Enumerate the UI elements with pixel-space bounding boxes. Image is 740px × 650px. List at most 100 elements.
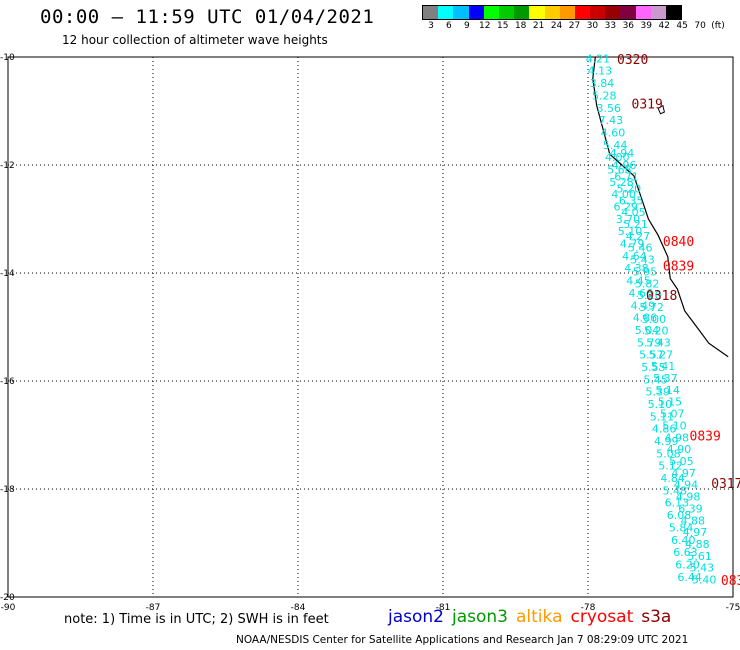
wave-height-value: 5.61 xyxy=(687,550,712,563)
wave-height-value: 5.11 xyxy=(650,410,675,423)
wave-height-value: 4.94 xyxy=(674,479,699,492)
page-subtitle: 12 hour collection of altimeter wave hei… xyxy=(62,33,328,47)
wave-height-value: 4.98 xyxy=(665,431,690,444)
wave-height-value: 5.14 xyxy=(655,384,680,397)
wave-height-value: 4.86 xyxy=(633,312,658,325)
wave-height-value: 5.12 xyxy=(658,460,683,473)
wave-height-value: 4.27 xyxy=(626,230,651,243)
legend-label: 45 xyxy=(676,21,688,31)
wave-height-value: 4.99 xyxy=(654,435,679,448)
wave-height-value: 5.15 xyxy=(658,396,683,409)
wave-height-value: 5.05 xyxy=(669,455,694,468)
legend-swatch xyxy=(650,6,666,19)
legend-label: 24 xyxy=(550,21,563,31)
legend-swatch xyxy=(590,6,606,19)
wave-height-value: 4.86 xyxy=(652,423,677,436)
wave-height-value: 3.56 xyxy=(597,102,622,115)
wave-height-value: 6.40 xyxy=(671,534,696,547)
legend-swatch xyxy=(544,6,560,19)
legend-swatch xyxy=(559,6,575,19)
wave-height-value: 5.07 xyxy=(660,408,685,421)
footer-note: note: 1) Time is in UTC; 2) SWH is in fe… xyxy=(64,612,329,627)
longitude-tick-labels: -90 -87 -84 -81 -78 -75 xyxy=(1,603,740,613)
latitude-tick: -14 xyxy=(0,269,15,279)
wave-height-value: 5.48 xyxy=(663,484,688,497)
island-outline xyxy=(657,104,665,115)
wave-height-value: 4.98 xyxy=(676,491,701,504)
map-grid xyxy=(7,56,734,598)
wave-height-value: 4.90 xyxy=(667,443,692,456)
longitude-tick: -78 xyxy=(581,603,596,613)
wave-height-value: 4.88 xyxy=(681,514,706,527)
wave-height-value: 4.00 xyxy=(611,188,636,201)
wave-height-value: 5.28 xyxy=(609,176,634,189)
legend-label: 30 xyxy=(586,21,599,31)
wave-height-value: 4.97 xyxy=(671,467,696,480)
wave-height-value: 5.44 xyxy=(603,139,628,152)
latitude-tick: -10 xyxy=(0,53,15,63)
legend-swatch xyxy=(468,6,484,19)
legend-swatches xyxy=(422,5,683,20)
wave-height-value: 4.97 xyxy=(683,526,708,539)
wave-height-value: 4.88 xyxy=(685,538,710,551)
pass-time-label: 0840 xyxy=(663,235,694,250)
wave-height-value: 5.28 xyxy=(592,89,617,102)
wave-height-value: 4.13 xyxy=(588,65,613,78)
legend-label: 70 xyxy=(694,21,706,31)
wave-height-value: 5.45 xyxy=(643,373,668,386)
wave-height-value: 5.39 xyxy=(646,386,671,399)
wave-height-value: 5.20 xyxy=(617,182,642,195)
legend-label: 33 xyxy=(604,21,617,31)
wave-height-value: 3.70 xyxy=(616,213,641,226)
wave-height-value: 4.60 xyxy=(601,127,626,140)
wave-height-value: 3.84 xyxy=(590,77,615,90)
wave-height-value: 5.68 xyxy=(607,164,632,177)
wave-height-value: 5.08 xyxy=(656,447,681,460)
legend-label: 21 xyxy=(532,21,545,31)
latitude-tick: -12 xyxy=(0,161,15,171)
latitude-tick: -20 xyxy=(0,593,15,603)
wave-height-value: 4.64 xyxy=(622,250,647,263)
wave-height-value: 6.71 xyxy=(614,171,639,184)
longitude-tick: -84 xyxy=(291,603,306,613)
satellite-s3a: s3a xyxy=(641,607,672,627)
legend-label: (ft) xyxy=(711,21,725,31)
wave-height-value: 5.55 xyxy=(641,361,666,374)
legend-label: 3 xyxy=(428,21,434,31)
longitude-tick: -87 xyxy=(146,603,161,613)
wave-height-value: 5.79 xyxy=(637,336,662,349)
wave-height-value: 7.43 xyxy=(599,114,624,127)
legend-label: 15 xyxy=(497,21,509,31)
wave-height-value: 5.37 xyxy=(653,372,678,385)
legend-swatch xyxy=(574,6,591,19)
pass-time-label: 0317 xyxy=(711,477,740,492)
legend-swatch xyxy=(666,6,682,19)
longitude-tick: -75 xyxy=(726,603,740,613)
legend-swatch xyxy=(498,6,515,19)
wave-height-value: 5.20 xyxy=(644,325,669,338)
wave-height-value: 5.10 xyxy=(648,398,673,411)
wave-height-value: 4.84 xyxy=(660,472,685,485)
wave-height-value: 5.46 xyxy=(628,242,653,255)
wave-height-value: 4.00 xyxy=(605,151,630,164)
coastline xyxy=(592,56,729,358)
satellite-jason2: jason2 xyxy=(388,607,444,627)
pass-time-label: 0319 xyxy=(632,97,663,112)
wave-height-value: 5.10 xyxy=(662,419,687,432)
legend-swatch xyxy=(453,6,469,19)
wave-height-value: 4.66 xyxy=(629,287,654,300)
legend-swatch xyxy=(620,6,636,19)
wave-height-value: 5.20 xyxy=(637,289,662,302)
wave-height-value: 5.84 xyxy=(669,521,694,534)
wave-height-value: 4.21 xyxy=(586,52,611,65)
wave-height-value: 5.04 xyxy=(635,324,660,337)
wave-height-value: 4.05 xyxy=(621,206,646,219)
longitude-tick: -90 xyxy=(1,603,16,613)
wave-height-value: 6.39 xyxy=(678,502,703,515)
satellite-legend: jason2 jason3 altika cryosat s3a xyxy=(388,607,679,627)
legend-swatch xyxy=(635,6,651,19)
wave-height-value: 6.20 xyxy=(675,559,700,572)
legend-swatch xyxy=(529,6,545,19)
wave-height-value: 5.00 xyxy=(642,313,667,326)
